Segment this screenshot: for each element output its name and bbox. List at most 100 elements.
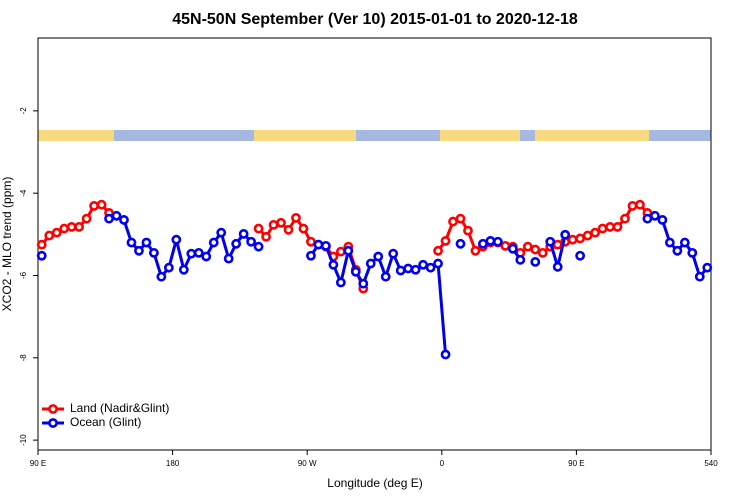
data-point: [694, 271, 705, 282]
y-tick-label: -8: [19, 354, 28, 362]
data-point: [253, 223, 264, 234]
y-tick-label: -4: [19, 189, 28, 197]
x-tick-label: 180: [166, 459, 180, 468]
data-point: [306, 250, 316, 261]
data-point: [89, 201, 99, 211]
data-point: [687, 247, 698, 258]
data-point: [537, 247, 548, 258]
data-point: [440, 349, 451, 360]
data-point: [328, 259, 339, 270]
data-point: [126, 237, 137, 248]
data-point: [492, 236, 503, 247]
data-point: [81, 213, 92, 224]
data-point: [186, 248, 197, 259]
data-point: [597, 223, 608, 234]
data-point: [141, 237, 152, 248]
data-point: [216, 227, 227, 238]
data-point: [178, 264, 189, 275]
x-tick-label: 540: [704, 459, 718, 468]
land-band: [440, 130, 520, 141]
data-point: [575, 250, 586, 261]
data-point: [463, 225, 473, 236]
data-point: [642, 213, 653, 224]
data-point: [74, 222, 85, 232]
data-point: [111, 210, 122, 221]
data-point: [530, 244, 541, 255]
land-band: [254, 130, 356, 141]
data-point: [253, 241, 264, 252]
data-point: [44, 230, 55, 241]
data-point: [500, 240, 511, 251]
data-point: [679, 237, 690, 248]
data-point: [650, 210, 660, 221]
data-point: [567, 234, 578, 245]
data-point: [403, 263, 414, 274]
data-point: [702, 262, 713, 273]
ocean-band: [38, 130, 711, 141]
data-point: [246, 236, 257, 247]
data-point: [552, 261, 563, 272]
data-point: [66, 222, 77, 232]
data-point: [635, 199, 645, 210]
data-point: [59, 223, 70, 234]
data-point: [156, 271, 167, 282]
x-tick-label: 90 W: [298, 459, 317, 468]
y-axis-title: XCO2 - MLO trend (ppm): [0, 177, 14, 312]
data-point: [320, 240, 331, 251]
land-band: [38, 130, 114, 141]
data-point: [298, 223, 309, 234]
data-point: [545, 236, 556, 247]
data-point: [657, 215, 668, 225]
data-point: [283, 224, 294, 235]
data-point: [223, 253, 234, 264]
data-point: [455, 213, 466, 224]
data-point: [96, 199, 107, 210]
data-point: [612, 222, 623, 232]
data-point: [582, 230, 593, 241]
data-point: [201, 251, 212, 262]
data-point: [238, 229, 249, 239]
data-point: [605, 222, 615, 232]
data-point: [552, 239, 563, 250]
data-point: [358, 278, 369, 289]
data-point: [455, 238, 466, 249]
y-tick-label: -6: [19, 271, 28, 279]
x-tick-label: 90 E: [30, 459, 46, 468]
data-point: [149, 247, 159, 258]
data-point: [522, 241, 533, 252]
data-point: [313, 239, 324, 250]
data-point: [51, 227, 62, 238]
data-point: [425, 262, 436, 273]
data-point: [590, 227, 600, 238]
data-point: [276, 217, 286, 228]
legend: Land (Nadir&Glint)Ocean (Glint): [42, 401, 169, 429]
data-point: [380, 271, 391, 282]
data-point: [261, 231, 271, 242]
data-point: [163, 262, 174, 273]
data-point: [193, 247, 204, 258]
data-point: [433, 258, 443, 269]
x-tick-label: 0: [440, 459, 445, 468]
map-strip: [38, 130, 711, 141]
data-point: [440, 236, 451, 246]
data-point: [530, 257, 541, 267]
x-axis-title: Longitude (deg E): [327, 476, 422, 490]
data-point: [268, 219, 279, 230]
data-point: [36, 250, 47, 261]
legend-label: Land (Nadir&Glint): [70, 401, 169, 415]
data-point: [36, 239, 47, 250]
data-point: [485, 236, 496, 246]
y-tick-label: -2: [19, 107, 28, 115]
data-point: [664, 237, 675, 248]
data-point: [350, 266, 361, 277]
data-point: [395, 265, 406, 276]
data-point: [448, 216, 458, 227]
data-point: [515, 254, 526, 265]
data-point: [208, 237, 219, 248]
data-point: [672, 245, 683, 256]
x-tick-label: 90 E: [568, 459, 584, 468]
land-band: [535, 130, 649, 141]
